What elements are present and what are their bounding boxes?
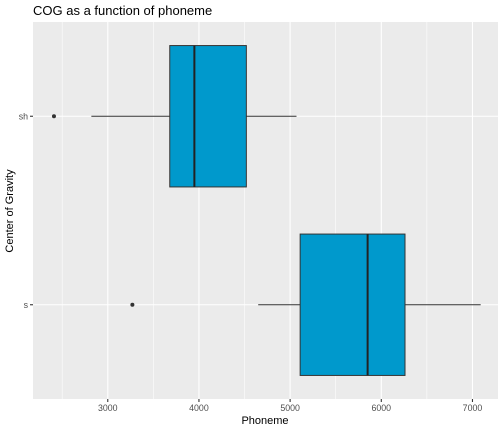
x-tick-label: 4000 [189, 403, 209, 413]
x-axis-title: Phoneme [241, 415, 288, 427]
x-axis: 3000 4000 5000 6000 7000 [98, 399, 482, 413]
y-axis-title: Center of Gravity [4, 169, 16, 253]
chart-title: COG as a function of phoneme [33, 3, 212, 18]
box-iqr [299, 233, 406, 376]
plot-panel [33, 22, 498, 399]
x-tick-label: 5000 [280, 403, 300, 413]
y-tick-label: sh [19, 111, 28, 121]
outlier-point [130, 302, 135, 307]
y-axis: sh s [19, 111, 33, 310]
outlier-point [51, 114, 56, 119]
x-tick-label: 6000 [372, 403, 392, 413]
x-tick-label: 3000 [98, 403, 118, 413]
box-iqr [169, 45, 247, 188]
boxes-layer [51, 45, 481, 376]
x-tick-label: 7000 [463, 403, 483, 413]
y-tick-label: s [24, 300, 29, 310]
